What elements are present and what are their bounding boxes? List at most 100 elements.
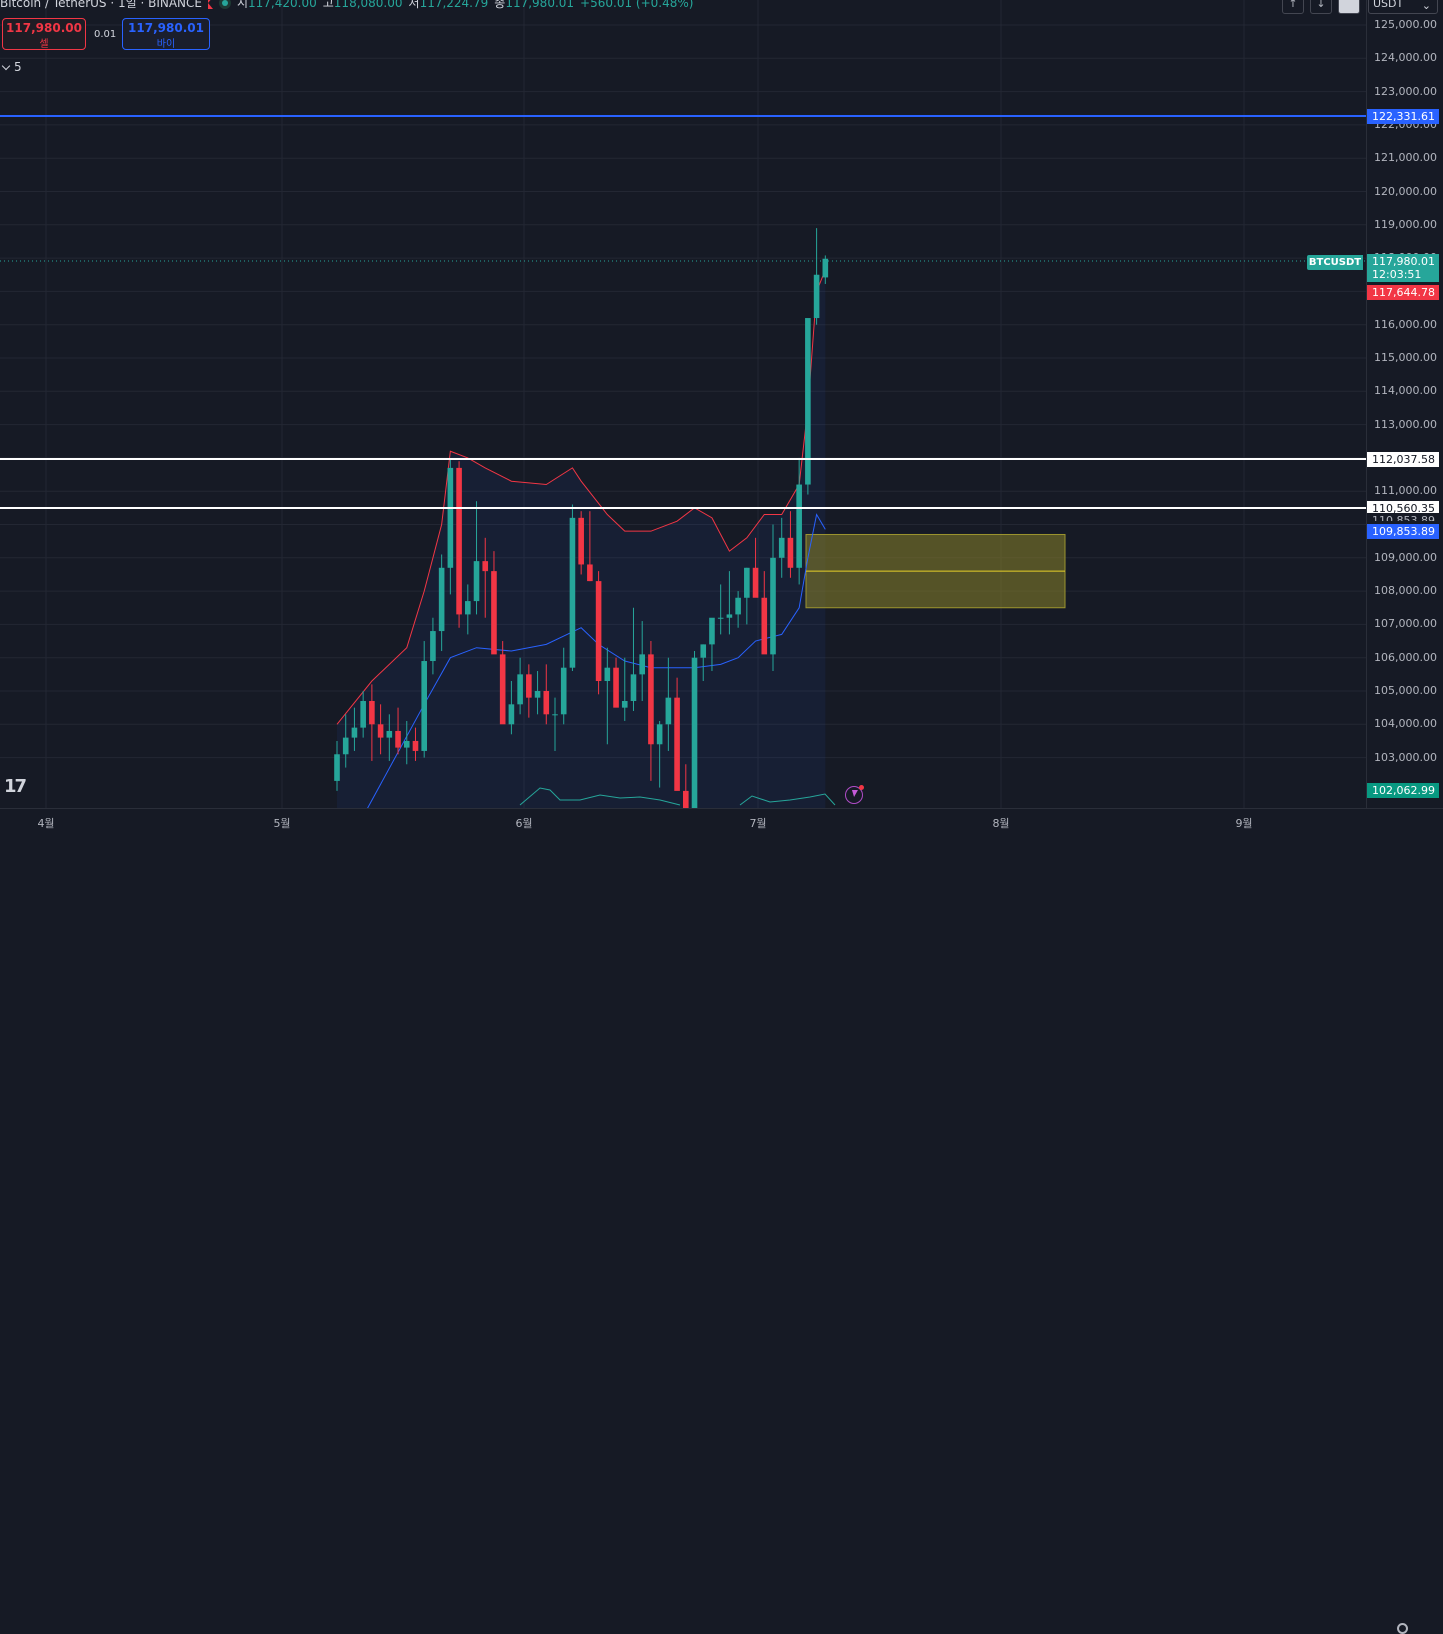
ohlc-open: 시117,420.00	[236, 0, 317, 10]
flag-icon[interactable]	[207, 0, 213, 9]
chart-pane[interactable]: Bitcoin / TetherUS · 1일 · BINANCE 시117,4…	[0, 0, 1366, 808]
market-status-icon[interactable]	[218, 0, 231, 9]
scroll-down-button[interactable]: ↓	[1310, 0, 1332, 14]
candle-body	[744, 567, 750, 598]
candle-body	[377, 724, 384, 738]
candle-body	[700, 644, 707, 658]
price-tick: 111,000.00	[1374, 484, 1437, 498]
price-tick: 103,000.00	[1374, 750, 1437, 764]
candle-body	[621, 700, 628, 708]
sell-button[interactable]: 117,980.00 셀	[2, 18, 86, 50]
spread-value: 0.01	[94, 29, 117, 40]
candle-body	[543, 691, 550, 715]
symbol-tag: BTCUSDT	[1307, 255, 1363, 270]
candle-body	[813, 274, 820, 319]
price-tick: 104,000.00	[1374, 717, 1437, 731]
blue-line-price-label: 122,331.61	[1367, 109, 1439, 124]
time-tick: 5월	[273, 817, 291, 830]
bb-lower-label: 102,062.99	[1367, 783, 1439, 798]
scroll-up-button[interactable]: ↑	[1282, 0, 1304, 14]
arrow-up-icon: ↑	[1288, 0, 1298, 10]
price-tick: 125,000.00	[1374, 18, 1437, 31]
candle-body	[412, 740, 419, 751]
settings-gear-icon[interactable]	[1397, 1623, 1408, 1634]
time-axis[interactable]: 4월 5월 6월 7월 8월 9월	[0, 808, 1443, 1634]
indicators-count: 5	[14, 60, 22, 74]
symbol-legend: Bitcoin / TetherUS · 1일 · BINANCE 시117,4…	[0, 0, 693, 11]
change-value: +560.01 (+0.48%)	[580, 0, 694, 10]
candle-body	[717, 617, 724, 619]
candle-body	[508, 704, 515, 725]
candle-body	[648, 654, 654, 745]
candle-body	[534, 691, 541, 698]
sell-label: 셀	[39, 39, 49, 50]
price-tick: 121,000.00	[1374, 151, 1437, 165]
candle-body	[752, 567, 759, 598]
bb-upper-line	[336, 269, 826, 725]
price-tick: 108,000.00	[1374, 584, 1437, 598]
symbol-title[interactable]: Bitcoin / TetherUS · 1일 · BINANCE	[0, 0, 202, 10]
candle-body	[569, 517, 576, 668]
candle-body	[726, 614, 733, 618]
price-tick: 120,000.00	[1374, 184, 1437, 198]
candle-body	[805, 318, 811, 485]
buy-button[interactable]: 117,980.01 바이	[122, 18, 210, 50]
candle-body	[351, 727, 358, 738]
candle-body	[787, 537, 794, 568]
candle-body	[465, 601, 471, 615]
candle-body	[656, 724, 663, 745]
price-axis[interactable]	[1366, 0, 1443, 808]
candle-body	[526, 674, 532, 698]
price-tick: 119,000.00	[1374, 217, 1437, 231]
price-tick: 109,000.00	[1374, 550, 1437, 564]
price-tick: 107,000.00	[1374, 617, 1437, 631]
candle-body	[761, 597, 768, 655]
lock-button[interactable]	[1338, 0, 1360, 14]
chevron-down-icon: ⌄	[1421, 0, 1431, 12]
candle-body	[587, 564, 593, 582]
candle-body	[438, 567, 445, 632]
price-chart[interactable]	[0, 0, 1366, 808]
price-tick: 116,000.00	[1374, 317, 1437, 331]
candle-body	[560, 667, 567, 715]
candle-body	[517, 674, 523, 705]
candle-body	[683, 790, 689, 808]
sell-price: 117,980.00	[6, 21, 82, 35]
candle-body	[430, 631, 436, 662]
countdown: 12:03:51	[1372, 268, 1422, 281]
candle-body	[796, 484, 802, 568]
candle-body	[778, 537, 785, 558]
currency-value: USDT	[1373, 0, 1404, 10]
ohlc-low: 저117,224.79	[408, 0, 489, 10]
candle-body	[595, 581, 602, 682]
candle-body	[447, 467, 454, 568]
partial-price-label: 110,853.89	[1367, 513, 1439, 521]
candle-body	[386, 730, 393, 738]
candle-body	[360, 700, 366, 728]
bb-upper-label: 117,644.78	[1367, 285, 1439, 300]
price-tick: 113,000.00	[1374, 417, 1437, 431]
candle-body	[482, 561, 489, 572]
candle-body	[491, 571, 497, 655]
candle-body	[395, 730, 401, 748]
candle-body	[822, 258, 829, 278]
candle-body	[630, 674, 637, 701]
candle-body	[342, 737, 349, 755]
ohlc-close: 종117,980.01	[494, 0, 575, 10]
bb-mid-line	[367, 513, 826, 808]
candle-body	[691, 657, 698, 808]
price-tick: 105,000.00	[1374, 684, 1437, 697]
candle-body	[665, 697, 672, 725]
candle-body	[639, 654, 645, 675]
currency-select[interactable]: USDT ⌄	[1368, 0, 1438, 14]
price-tick: 114,000.00	[1374, 384, 1437, 398]
price-tick: 123,000.00	[1374, 84, 1437, 98]
tradingview-logo-icon[interactable]: 17	[4, 776, 27, 797]
arrow-down-icon: ↓	[1316, 0, 1326, 10]
indicators-toggle[interactable]: 5	[1, 60, 22, 74]
candle-body	[770, 557, 776, 655]
lightning-icon[interactable]	[845, 785, 864, 804]
candle-body	[578, 517, 584, 565]
white-line-1-label: 112,037.58	[1367, 452, 1439, 467]
time-tick: 6월	[515, 817, 533, 830]
